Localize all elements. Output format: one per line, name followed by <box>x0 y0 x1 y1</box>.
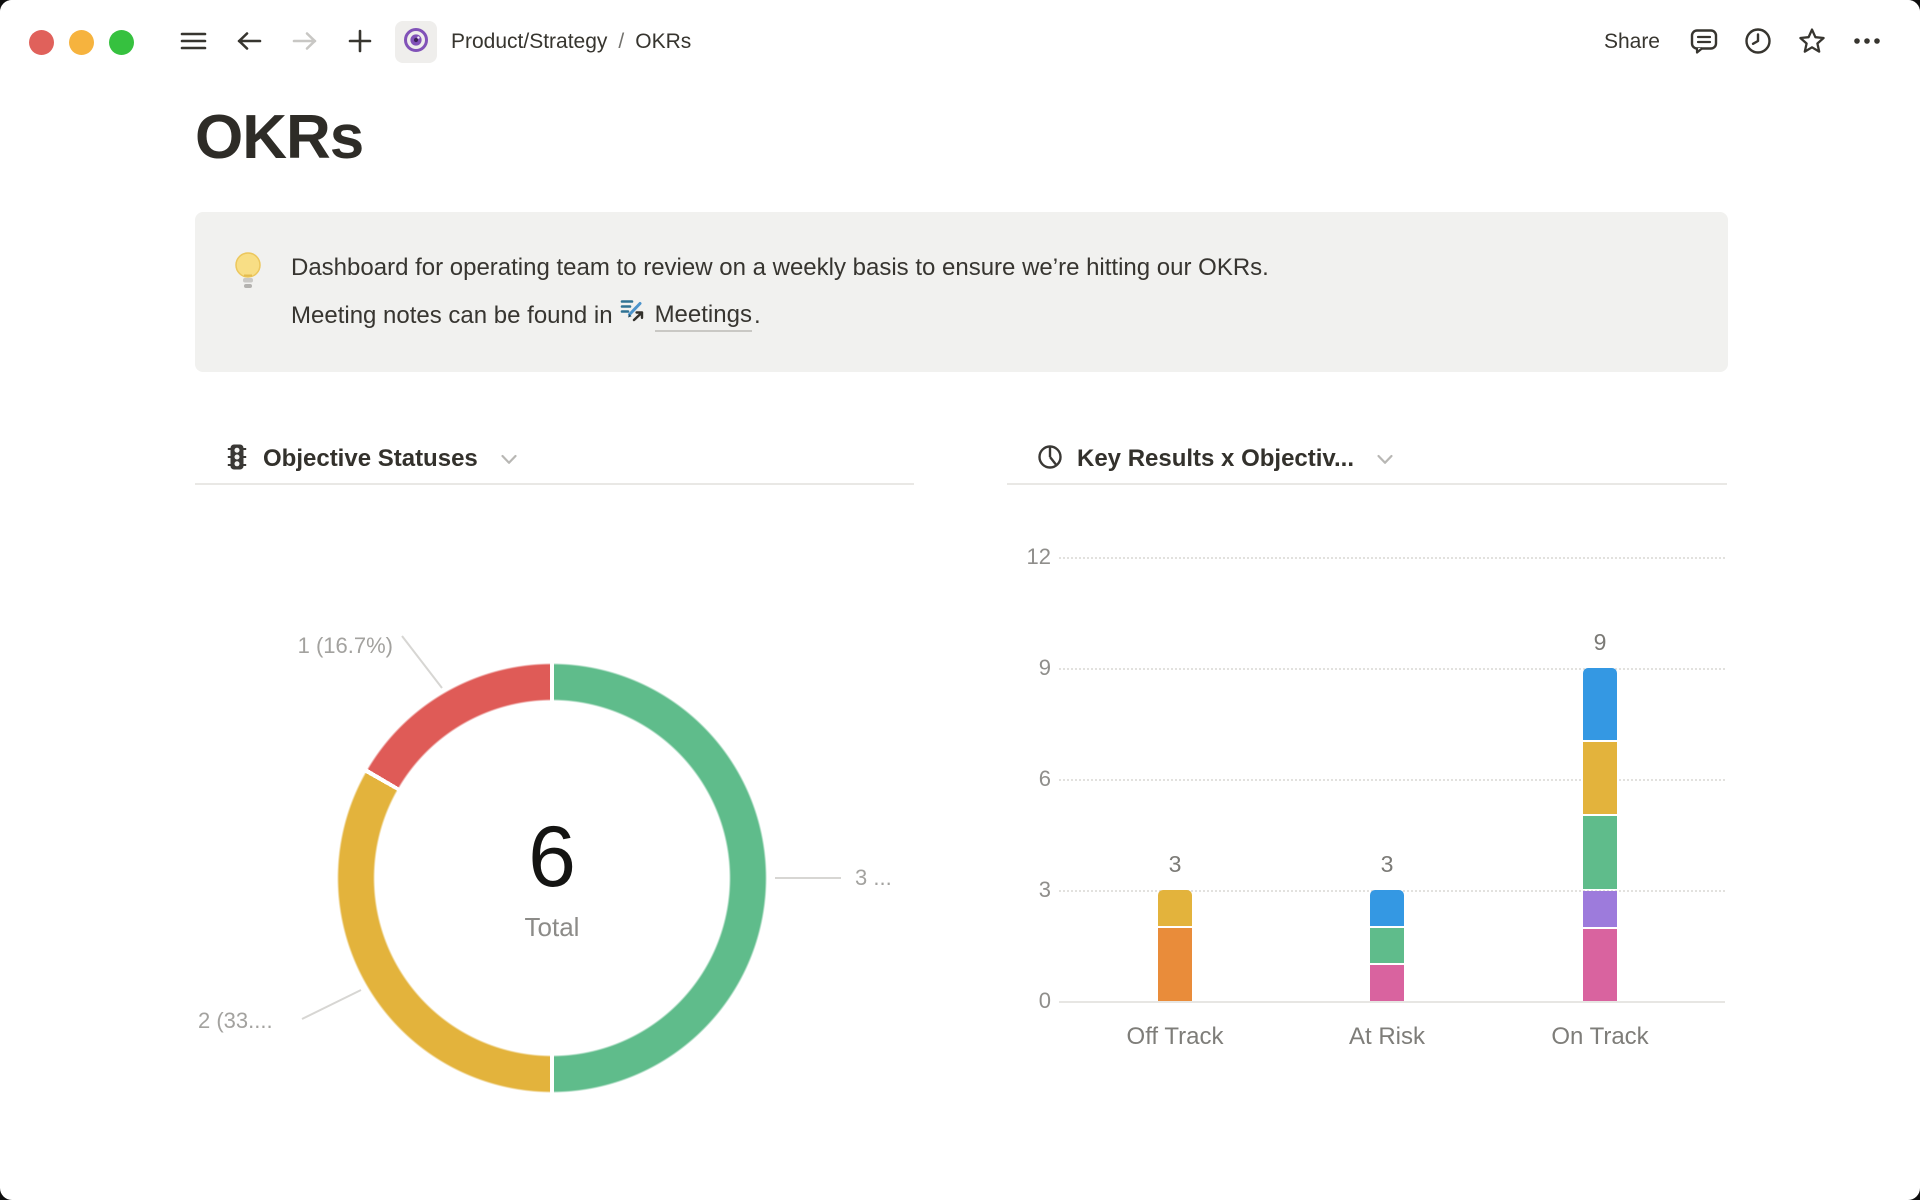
ellipsis-icon <box>1850 25 1884 60</box>
arrow-right-icon <box>291 29 319 56</box>
eye-icon <box>402 26 430 59</box>
comment-bubble-icon <box>1688 25 1720 60</box>
bar-stack <box>1583 668 1617 1001</box>
page-body: OKRs Dashboard for operating team to rev… <box>195 84 1728 1117</box>
bar-category-label: On Track <box>1551 1023 1649 1050</box>
minimize-window-button[interactable] <box>69 29 94 55</box>
bar-chart-title: Key Results x Objectiv... <box>1077 445 1354 472</box>
donut-chart-header[interactable]: Objective Statuses <box>195 435 914 485</box>
traffic-light-icon <box>225 443 249 476</box>
forward-button[interactable] <box>287 25 323 60</box>
star-icon <box>1796 25 1828 60</box>
bar-gridline <box>1059 1001 1725 1003</box>
bar-y-tick-label: 6 <box>1038 766 1051 791</box>
chevron-down-icon <box>500 453 518 466</box>
bar-segment <box>1158 928 1192 1001</box>
callout-block: Dashboard for operating team to review o… <box>195 212 1728 372</box>
bar-value-label: 9 <box>1593 629 1607 655</box>
bar-category-label: At Risk <box>1348 1023 1425 1050</box>
bar-stack <box>1158 890 1192 1001</box>
objective-statuses-chart: Objective Statuses 6 Total <box>195 435 914 1117</box>
more-options-button[interactable] <box>1846 21 1888 64</box>
bar-y-tick-label: 9 <box>1038 655 1051 680</box>
bar-y-tick-label: 0 <box>1038 988 1051 1013</box>
bar-segment <box>1583 742 1617 815</box>
donut-chart-body: 6 Total 1 (16.7%) 2 (33.... 3 ... <box>195 485 914 1117</box>
hamburger-icon <box>180 29 207 56</box>
zoom-window-button[interactable] <box>109 29 134 55</box>
bar-segment <box>1370 889 1404 926</box>
workspace-page-icon[interactable] <box>395 21 437 63</box>
page-title: OKRs <box>195 103 364 172</box>
callout-text: Dashboard for operating team to review o… <box>291 244 1269 340</box>
breadcrumb-separator: / <box>618 30 625 53</box>
bar-segment <box>1583 816 1617 889</box>
window-topbar: Product/Strategy / OKRs Share <box>0 0 1920 84</box>
bar-chart-body: 0 3 6 9 12 3 Off Track 3 At Risk 9 On Track <box>1007 485 1727 1117</box>
bar-category-label: Off Track <box>1126 1023 1224 1050</box>
close-window-button[interactable] <box>29 29 54 55</box>
bar-stack <box>1370 889 1404 1001</box>
share-button[interactable]: Share <box>1594 24 1670 60</box>
new-page-button[interactable] <box>343 24 377 61</box>
bar-segment <box>1583 928 1617 1001</box>
bar-gridline <box>1059 668 1725 670</box>
sidebar-menu-button[interactable] <box>176 25 211 60</box>
bar-segment <box>1583 668 1617 741</box>
callout-line-1: Dashboard for operating team to review o… <box>291 254 1269 281</box>
meetings-link-text: Meetings <box>654 300 752 332</box>
updates-button[interactable] <box>1738 21 1778 64</box>
bar-y-tick-label: 3 <box>1038 877 1051 902</box>
breadcrumb-parent[interactable]: Product/Strategy <box>451 30 608 53</box>
favorite-button[interactable] <box>1792 21 1832 64</box>
key-results-chart: Key Results x Objectiv... 0 3 6 9 12 3 Off Tra… <box>1007 435 1727 1117</box>
donut-slice-label-green: 3 ... <box>855 865 892 890</box>
back-button[interactable] <box>231 25 267 60</box>
bar-segment <box>1583 890 1617 927</box>
donut-slice-label-red: 1 (16.7%) <box>297 633 393 658</box>
pie-chart-icon <box>1037 444 1063 475</box>
bar-value-label: 3 <box>1380 851 1394 877</box>
bar-value-label: 3 <box>1168 851 1182 877</box>
meetings-link[interactable]: Meetings <box>619 292 752 340</box>
donut-slice-label-yellow: 2 (33.... <box>198 1008 273 1033</box>
breadcrumb: Product/Strategy / OKRs <box>451 30 691 54</box>
callout-line-2-period: . <box>753 302 761 329</box>
callout-line-2-prefix: Meeting notes can be found in <box>291 302 613 329</box>
bar-segment <box>1370 927 1404 964</box>
clock-icon <box>1742 25 1774 60</box>
bar-segment <box>1158 890 1192 927</box>
meeting-notes-page-icon <box>619 292 647 340</box>
bar-gridline <box>1059 557 1725 559</box>
charts-row: Objective Statuses 6 Total <box>195 435 1728 1117</box>
lightbulb-icon <box>231 244 265 340</box>
bar-gridline <box>1059 779 1725 781</box>
breadcrumb-current[interactable]: OKRs <box>635 30 692 53</box>
donut-ring <box>337 663 767 1093</box>
bar-segment <box>1370 965 1404 1001</box>
donut-chart-title: Objective Statuses <box>263 445 478 472</box>
chevron-down-icon <box>1376 453 1394 466</box>
plus-icon <box>347 28 373 57</box>
callout-line-2: Meeting notes can be found in Meetings. <box>291 292 1269 340</box>
arrow-left-icon <box>235 29 263 56</box>
bar-y-tick-label: 12 <box>1026 544 1051 569</box>
bar-chart-header[interactable]: Key Results x Objectiv... <box>1007 435 1727 485</box>
comments-button[interactable] <box>1684 21 1724 64</box>
traffic-lights <box>29 29 134 55</box>
